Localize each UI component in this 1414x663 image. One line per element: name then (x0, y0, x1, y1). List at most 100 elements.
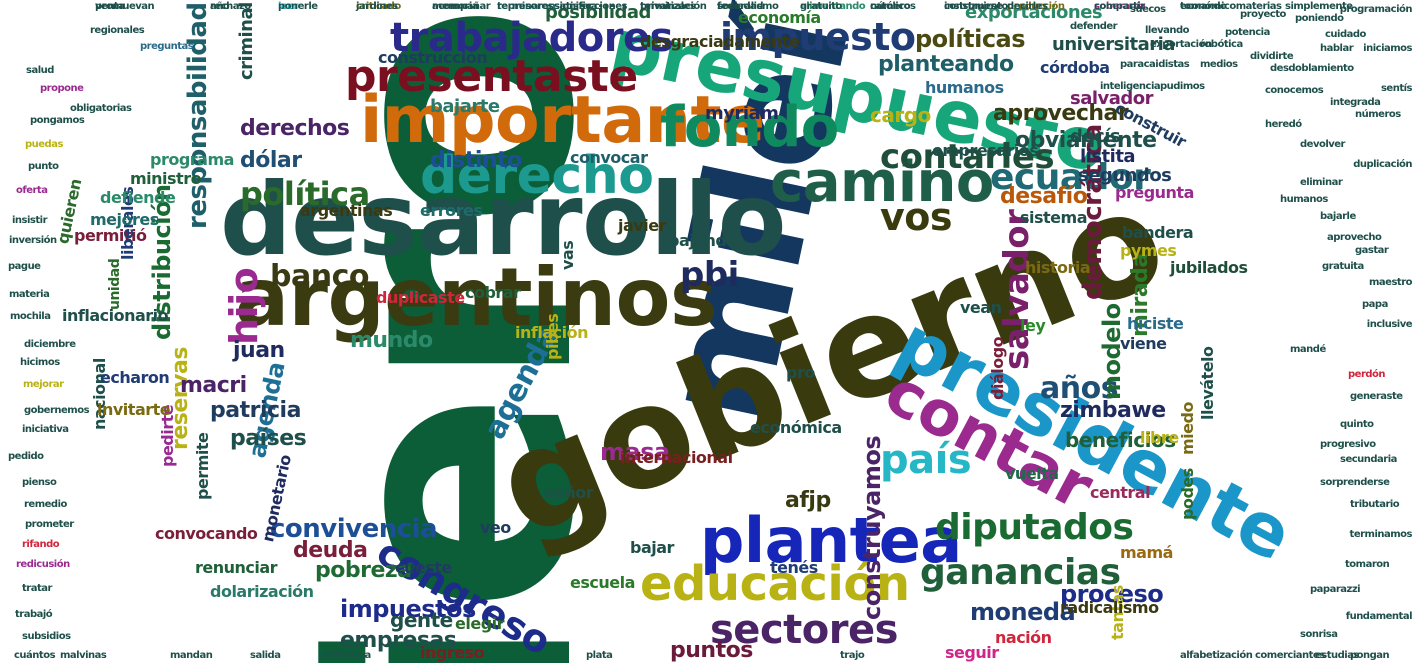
word: inflacionario (62, 306, 169, 325)
word: potencia (1225, 27, 1270, 38)
word: gastar (1355, 245, 1389, 256)
word: distinto (430, 148, 522, 173)
word: pregunta (1115, 183, 1194, 202)
word: sentís (1380, 83, 1413, 94)
word: jardines (356, 1, 398, 12)
word: tratar (22, 583, 52, 594)
word: internacional (620, 448, 733, 467)
word: quinto (1340, 419, 1374, 430)
word: proceso (1060, 580, 1164, 608)
word: impuestos (340, 595, 476, 623)
word: convocando (155, 524, 258, 543)
word: tenés (770, 558, 818, 577)
word: gobernemos (24, 405, 90, 416)
word: cueste (395, 558, 452, 577)
word: sociedad (717, 1, 764, 12)
word: mundo (350, 328, 433, 353)
word: mandan (170, 650, 213, 661)
word: bajar (630, 538, 674, 557)
word: universitaria (1052, 34, 1175, 55)
word: educación (640, 556, 910, 612)
word: prometer (25, 519, 74, 530)
word: año (210, 1, 230, 12)
word: ley (1020, 316, 1046, 335)
word: tomando (1180, 1, 1227, 12)
word: dólar (240, 148, 302, 173)
word: errores (420, 201, 483, 220)
word: terminales (640, 1, 696, 12)
word: duplicaste (376, 288, 465, 307)
word: económica (750, 418, 842, 437)
word: unidad (107, 258, 123, 310)
word: pienso (22, 477, 57, 488)
word: terminamos (1349, 529, 1413, 540)
word: listita (1080, 146, 1136, 167)
word: pbi (680, 255, 739, 295)
word: preguntas (140, 41, 194, 52)
word: regionales (90, 25, 145, 36)
word: cargo (870, 103, 931, 127)
word: trabajadores (390, 15, 673, 61)
word: trabajó (15, 609, 53, 620)
word: miedo (1178, 402, 1197, 455)
word: podes (1178, 468, 1197, 520)
word: escuela (570, 573, 635, 592)
word: números (1355, 109, 1401, 120)
word: maestro (1369, 277, 1412, 288)
word: estudias (1315, 650, 1359, 661)
word: hicimos (20, 357, 60, 368)
word: materia (9, 289, 50, 300)
word: heredó (1265, 119, 1302, 130)
word: proyecto (1240, 9, 1286, 20)
word: argentinos (235, 251, 718, 344)
word: afjp (785, 488, 831, 513)
word: nación (995, 628, 1052, 647)
word: javier (618, 216, 666, 235)
word: patricia (210, 398, 301, 423)
word: progresivo (1320, 439, 1376, 450)
word: cobrar (465, 283, 521, 302)
word: promuevan (95, 1, 155, 12)
word: myriam (705, 103, 779, 124)
word: alfabetización (1180, 650, 1253, 661)
word: pongan (1350, 650, 1390, 661)
word: paparazzi (1310, 584, 1361, 595)
word: empresarios (932, 141, 1039, 160)
word: ministro (130, 169, 202, 188)
word: obligatorias (70, 103, 132, 114)
word: sectores (710, 607, 898, 653)
word: vas (558, 240, 577, 270)
word: criticado (356, 1, 401, 12)
word: pedido (8, 451, 44, 462)
word: paracaidistas (1120, 59, 1190, 70)
word: generaste (1350, 391, 1403, 402)
word: gratuita (1322, 261, 1364, 272)
word: obviamente (1015, 128, 1157, 153)
word: poniendo (1295, 13, 1344, 24)
word: pro (786, 363, 815, 382)
word: compartir (1094, 1, 1145, 12)
word: mochila (10, 311, 51, 322)
word: humanos (925, 78, 1004, 97)
word: pibes (543, 313, 562, 360)
word: diciembre (24, 339, 76, 350)
word: devolver (1300, 139, 1346, 150)
word: responsabilidad (183, 2, 213, 229)
word: plata (586, 650, 613, 661)
word: gratuito (800, 1, 842, 12)
word: bajarle (1320, 211, 1356, 222)
word: deuda (293, 538, 368, 563)
word: país (880, 437, 972, 483)
word: comerciantes (1255, 650, 1325, 661)
word: bandera (1122, 223, 1194, 242)
word: acompañar (432, 1, 491, 12)
word: viene (1120, 334, 1167, 353)
word: empresas (340, 628, 457, 653)
word: fondo (660, 95, 839, 160)
word: echaron (100, 368, 170, 387)
word: duplicación (1353, 159, 1412, 170)
word: ecuador (990, 157, 1151, 198)
word: desdoblamiento (1270, 63, 1354, 74)
word: defiende (100, 188, 176, 207)
word: insistir (12, 215, 48, 226)
